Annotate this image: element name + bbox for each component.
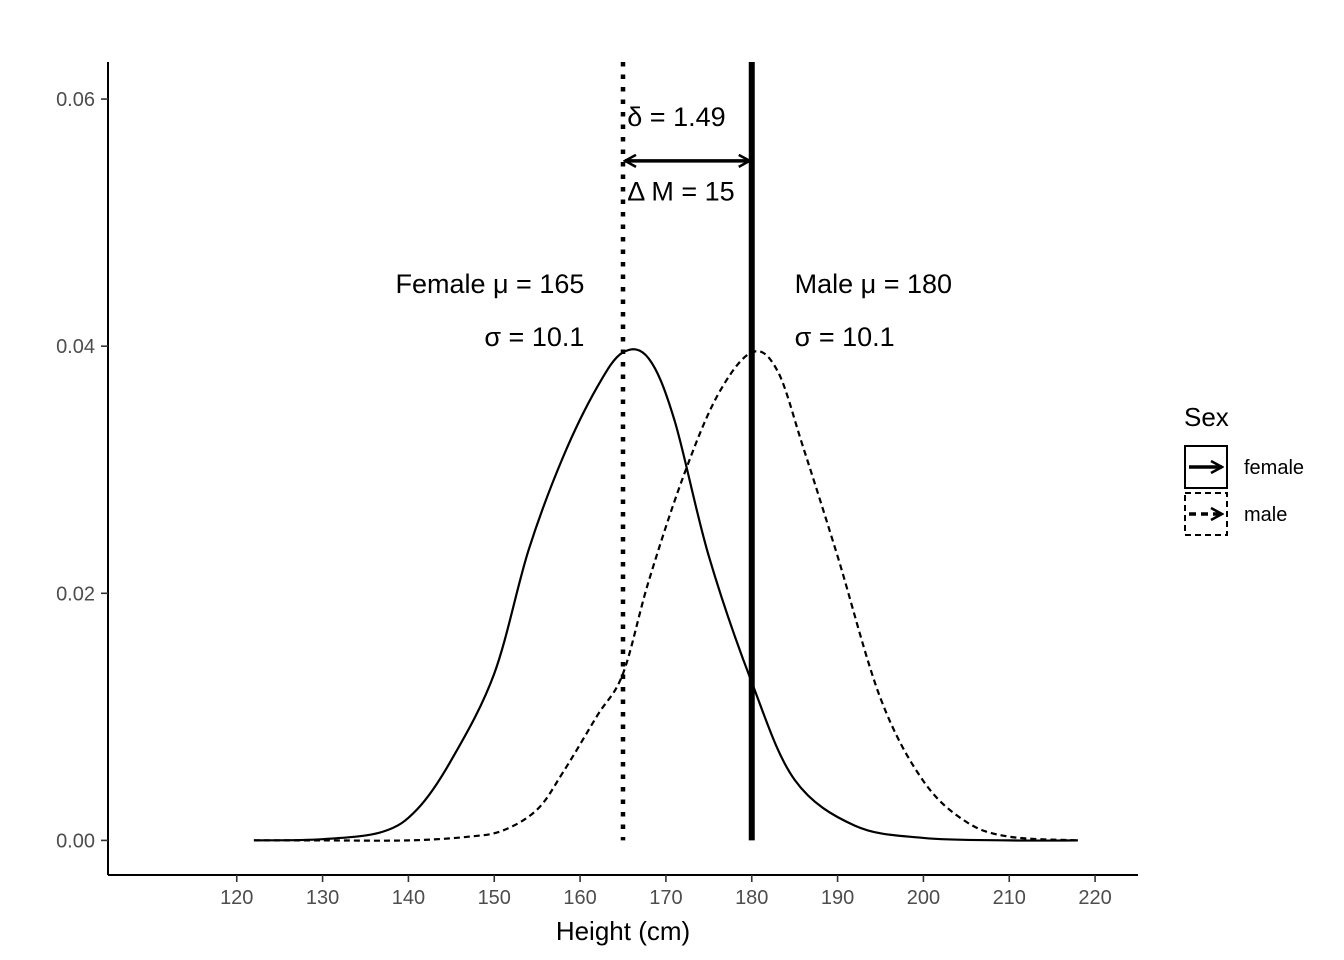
x-axis-title: Height (cm) (556, 916, 690, 946)
x-tick-label: 160 (563, 887, 596, 909)
annotation-male-mu: Male μ = 180 (795, 269, 952, 299)
series-line-female (253, 348, 1078, 842)
x-tick-label: 200 (907, 887, 940, 909)
x-tick-label: 180 (735, 887, 768, 909)
x-tick-label: 120 (220, 887, 253, 909)
y-tick-label: 0.06 (56, 89, 95, 111)
legend: Sex female male (1184, 402, 1304, 536)
x-tick-label: 150 (478, 887, 511, 909)
annotation-male-sigma: σ = 10.1 (795, 322, 895, 352)
annotation-female-mu: Female μ = 165 (395, 269, 584, 299)
x-tick-label: 210 (993, 887, 1026, 909)
x-tick-label: 190 (821, 887, 854, 909)
annotation-delta: δ = 1.49 (627, 102, 725, 132)
y-tick-label: 0.02 (56, 583, 95, 605)
y-tick-label: 0.04 (56, 336, 95, 358)
legend-title: Sex (1184, 402, 1229, 432)
y-tick-label: 0.00 (56, 830, 95, 852)
legend-label-male: male (1244, 504, 1287, 526)
x-tick-label: 140 (392, 887, 425, 909)
x-tick-label: 220 (1078, 887, 1111, 909)
plot-panel (253, 62, 1078, 842)
x-tick-label: 130 (306, 887, 339, 909)
axes: 120 130 140 150 160 170 180 190 200 210 220 0.00 0.0… (56, 62, 1138, 946)
legend-label-female: female (1244, 457, 1304, 479)
x-tick-label: 170 (649, 887, 682, 909)
annotation-diff: Δ M = 15 (627, 176, 734, 206)
annotation-female-sigma: σ = 10.1 (484, 322, 584, 352)
annotations: δ = 1.49 Δ M = 15 Female μ = 165 σ = 10.1 Ma… (395, 102, 952, 352)
series-line-male (253, 350, 1078, 842)
